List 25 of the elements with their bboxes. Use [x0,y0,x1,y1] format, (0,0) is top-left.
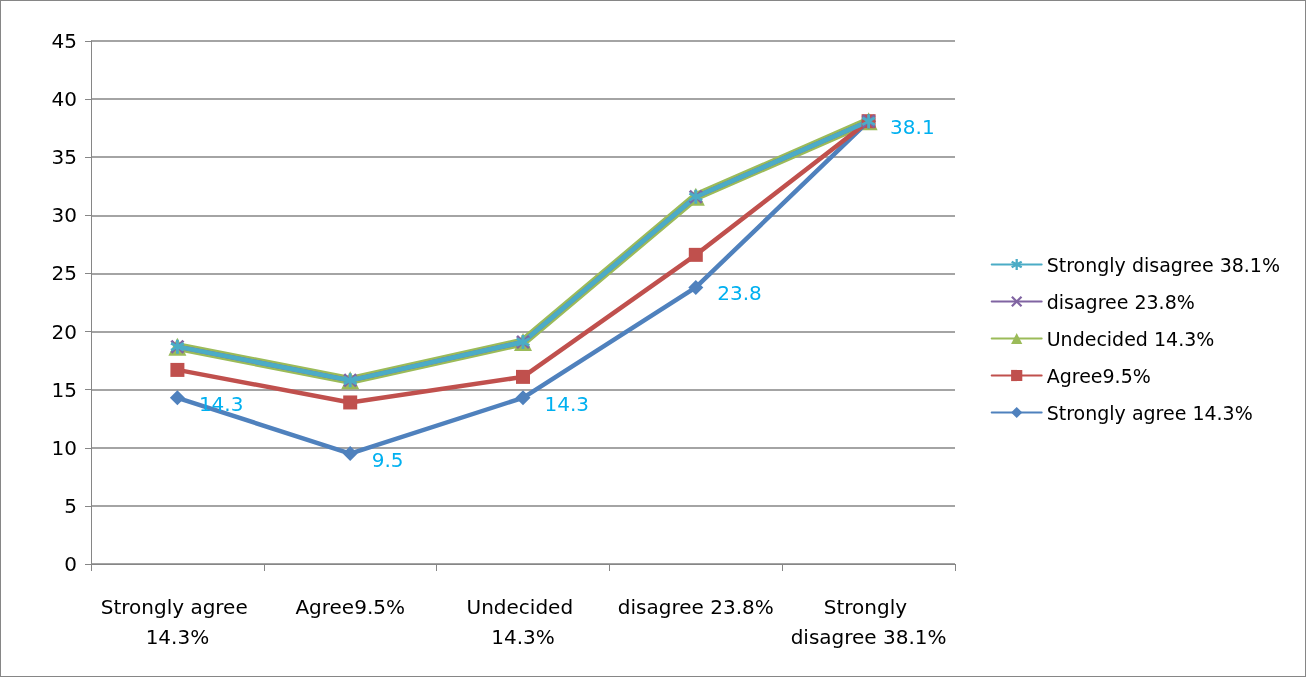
x-tick-label: Strongly disagree 38.1% [790,595,947,649]
data-label: 38.1 [890,115,935,140]
legend-label: Agree9.5% [1046,364,1151,387]
data-label: 9.5 [371,447,404,472]
legend-label: Strongly disagree 38.1% [1046,253,1281,276]
y-tick-label: 30 [51,203,77,228]
x-tick-label: disagree 23.8% [617,595,774,619]
y-tick-label: 25 [51,261,77,286]
legend-label: Undecided 14.3% [1046,327,1215,350]
y-tick-label: 5 [64,493,77,518]
legend-label: Strongly agree 14.3% [1046,401,1253,424]
y-tick-label: 40 [51,87,77,112]
y-tick-label: 0 [64,552,77,576]
data-label: 14.3 [544,391,590,416]
y-tick-label: 10 [51,435,77,460]
x-tick-label: Undecided 14.3% [466,595,580,649]
x-tick-label: Agree9.5% [295,595,405,619]
y-tick-label: 20 [51,319,77,344]
y-tick-label: 35 [51,145,77,170]
x-tick-label: Strongly agree 14.3% [100,595,255,649]
legend-label: disagree 23.8% [1046,290,1195,313]
y-tick-label: 45 [51,29,77,53]
y-tick-label: 15 [51,377,77,402]
data-label: 14.3 [198,391,244,416]
data-label: 23.8 [717,281,762,306]
